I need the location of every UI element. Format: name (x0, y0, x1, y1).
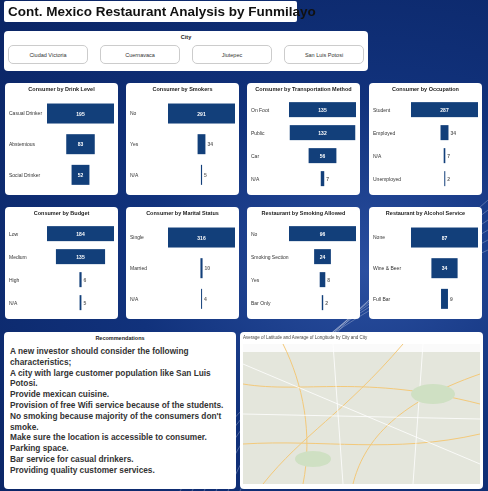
html-text:Providing quality customer ser: Providing quality customer services. (10, 464, 155, 475)
html-text:City: City (180, 34, 192, 40)
html-text:Make sure the location is acce: Make sure the location is accessible to … (10, 432, 207, 443)
html-text:Average of Latitude and Averag: Average of Latitude and Average of Longi… (243, 335, 368, 340)
svg-text:34: 34 (442, 265, 448, 271)
svg-text:N/A: N/A (130, 296, 139, 302)
svg-text:Bar Only: Bar Only (251, 300, 271, 306)
html-text:Cuernavaca: Cuernavaca (125, 52, 155, 58)
svg-text:7: 7 (326, 176, 329, 182)
html-text:A new investor should consider: A new investor should consider the follo… (10, 346, 189, 367)
svg-text:2: 2 (447, 176, 450, 182)
svg-text:N/A: N/A (9, 300, 18, 306)
svg-text:9: 9 (450, 296, 453, 302)
svg-text:6: 6 (84, 277, 87, 283)
html-text:A city with large customer pop: A city with large customer population li… (10, 367, 211, 389)
svg-text:7: 7 (447, 153, 450, 159)
html-text:Restaurant by Smoking Allowed: Restaurant by Smoking Allowed (261, 210, 346, 216)
html-text:Consumer by Drink Level: Consumer by Drink Level (28, 86, 95, 92)
svg-text:High: High (9, 277, 20, 283)
svg-text:56: 56 (320, 153, 326, 159)
svg-text:83: 83 (78, 141, 84, 147)
svg-text:No: No (251, 231, 258, 237)
svg-text:96: 96 (320, 231, 326, 237)
svg-text:291: 291 (197, 111, 206, 117)
html-text:Consumer by Marital Status: Consumer by Marital Status (146, 210, 219, 216)
html-text:Consumer by Occupation: Consumer by Occupation (392, 86, 459, 92)
svg-text:No: No (130, 110, 137, 116)
html-text:Recommendations: Recommendations (95, 335, 145, 341)
svg-text:Low: Low (9, 231, 19, 237)
svg-text:195: 195 (76, 111, 85, 117)
svg-text:Abstemious: Abstemious (9, 141, 36, 147)
svg-text:132: 132 (318, 130, 327, 136)
svg-text:None: None (373, 234, 385, 240)
svg-text:Social Drinker: Social Drinker (9, 172, 40, 178)
svg-text:Full Bar: Full Bar (373, 296, 391, 302)
svg-text:316: 316 (197, 235, 206, 241)
svg-text:8: 8 (327, 277, 330, 283)
svg-text:Employed: Employed (373, 130, 395, 136)
html-text:Bar service for casual drinker: Bar service for casual drinkers. (10, 454, 134, 464)
svg-text:5: 5 (204, 172, 207, 178)
html-text:Consumer by Transportation Met: Consumer by Transportation Method (255, 86, 352, 92)
html-text:Ciudad Victoria: Ciudad Victoria (29, 52, 67, 58)
svg-text:135: 135 (318, 107, 327, 113)
html-text:Parking space.: Parking space. (10, 443, 69, 454)
svg-text:Unemployed: Unemployed (373, 176, 401, 182)
svg-text:N/A: N/A (251, 176, 260, 182)
svg-text:Car: Car (251, 153, 259, 159)
svg-text:Medium: Medium (9, 254, 27, 260)
html-text:Jiutepec: Jiutepec (221, 52, 243, 58)
svg-text:Smoking Section: Smoking Section (251, 254, 289, 260)
html-text:No smoking because majority of: No smoking because majority of the consu… (10, 410, 222, 432)
svg-text:5: 5 (83, 300, 86, 306)
html-text:Provide mexican cuisine.: Provide mexican cuisine. (10, 389, 110, 400)
svg-text:52: 52 (78, 172, 84, 178)
svg-text:2: 2 (325, 300, 328, 306)
svg-text:Yes: Yes (251, 277, 260, 283)
html-text:Consumer by Smokers: Consumer by Smokers (152, 86, 213, 92)
svg-text:N/A: N/A (130, 172, 139, 178)
svg-text:10: 10 (205, 265, 211, 271)
svg-text:Single: Single (130, 234, 144, 240)
svg-text:Wine & Beer: Wine & Beer (373, 265, 401, 271)
svg-text:On Foot: On Foot (251, 107, 270, 113)
html-text:Restaurant by Alcohol Service: Restaurant by Alcohol Service (385, 210, 466, 216)
html-text:Cont. Mexico Restaurant Analys: Cont. Mexico Restaurant Analysis by Funm… (8, 4, 316, 19)
svg-text:34: 34 (207, 141, 213, 147)
html-text:San Luis Potosi: San Luis Potosi (304, 52, 344, 58)
svg-text:Public: Public (251, 130, 265, 136)
svg-text:4: 4 (204, 296, 207, 302)
svg-text:N/A: N/A (373, 153, 382, 159)
svg-text:Yes: Yes (130, 141, 139, 147)
svg-text:24: 24 (320, 254, 326, 260)
svg-text:Student: Student (373, 107, 391, 113)
html-text:Provision of free Wifi service: Provision of free Wifi service because o… (10, 400, 224, 410)
svg-text:184: 184 (76, 231, 85, 237)
html-text:Consumer by Budget: Consumer by Budget (33, 210, 90, 216)
svg-text:Casual Drinker: Casual Drinker (9, 110, 42, 116)
svg-text:135: 135 (76, 254, 85, 260)
svg-text:87: 87 (442, 235, 448, 241)
svg-text:34: 34 (450, 130, 456, 136)
svg-text:287: 287 (440, 107, 449, 113)
svg-text:Married: Married (130, 265, 147, 271)
